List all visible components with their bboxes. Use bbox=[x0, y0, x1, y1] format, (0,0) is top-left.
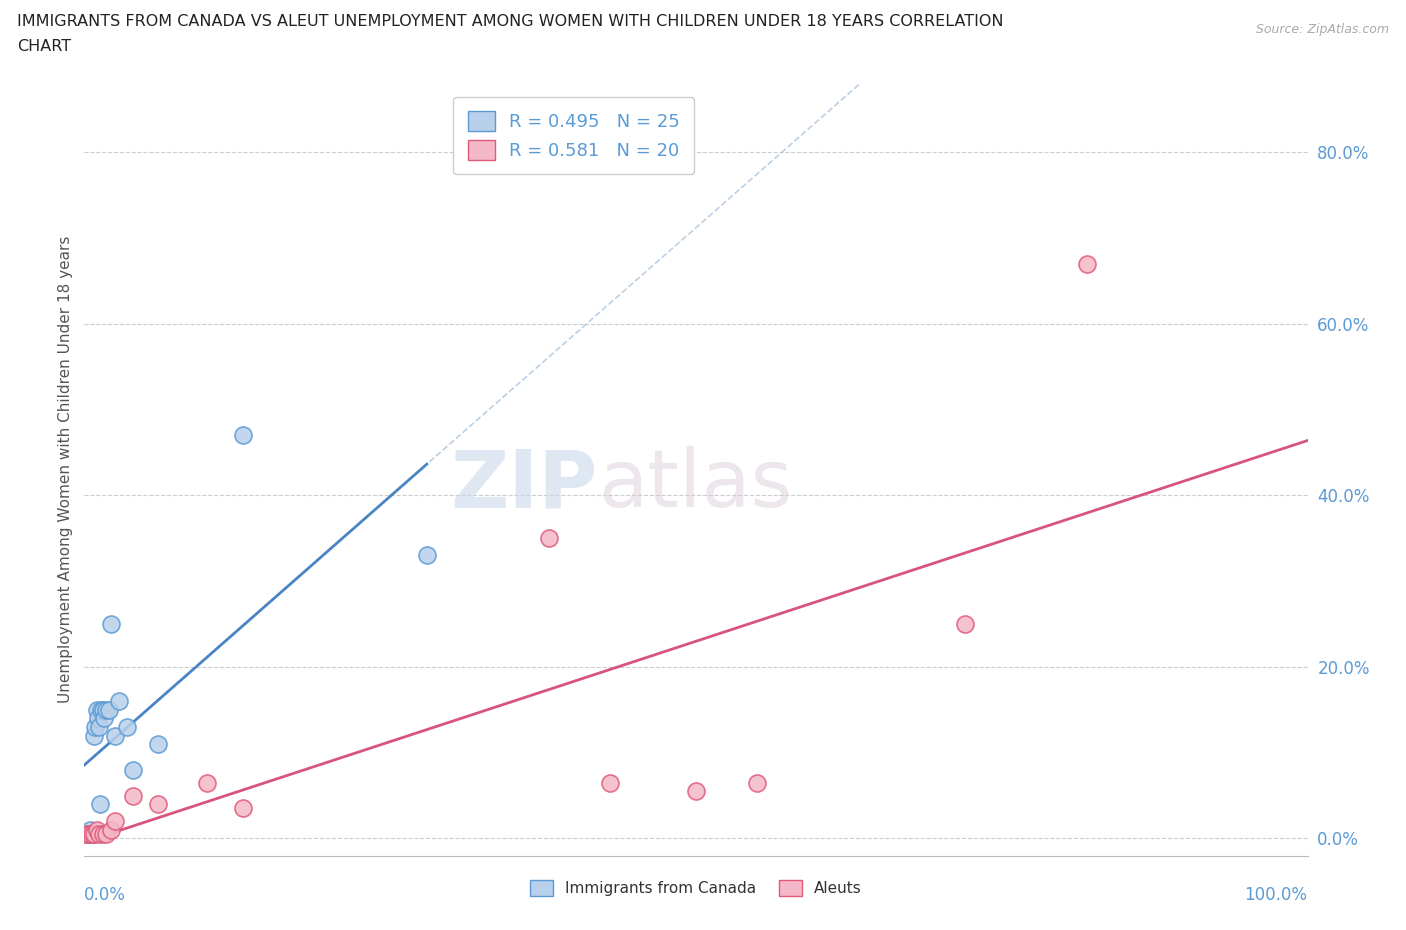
Text: 100.0%: 100.0% bbox=[1244, 886, 1308, 905]
Text: Source: ZipAtlas.com: Source: ZipAtlas.com bbox=[1256, 23, 1389, 36]
Point bbox=[80, 827, 103, 842]
Point bbox=[146, 737, 169, 751]
Point bbox=[146, 797, 169, 812]
Point bbox=[77, 827, 100, 842]
Point bbox=[77, 827, 100, 842]
Point bbox=[93, 711, 115, 725]
Point bbox=[82, 827, 104, 842]
Point bbox=[747, 776, 769, 790]
Point bbox=[685, 784, 707, 799]
Point bbox=[122, 763, 145, 777]
Point bbox=[232, 428, 254, 443]
Point bbox=[599, 776, 621, 790]
Point bbox=[87, 711, 110, 725]
Point bbox=[76, 827, 98, 842]
Point bbox=[416, 548, 439, 563]
Point bbox=[86, 702, 108, 717]
Y-axis label: Unemployment Among Women with Children Under 18 years: Unemployment Among Women with Children U… bbox=[58, 236, 73, 703]
Point bbox=[76, 827, 98, 842]
Point bbox=[538, 531, 561, 546]
Point bbox=[195, 776, 218, 790]
Point bbox=[122, 788, 145, 803]
Point bbox=[96, 827, 118, 842]
Point bbox=[90, 702, 112, 717]
Legend: Immigrants from Canada, Aleuts: Immigrants from Canada, Aleuts bbox=[524, 874, 868, 902]
Text: IMMIGRANTS FROM CANADA VS ALEUT UNEMPLOYMENT AMONG WOMEN WITH CHILDREN UNDER 18 : IMMIGRANTS FROM CANADA VS ALEUT UNEMPLOY… bbox=[17, 14, 1004, 29]
Point bbox=[91, 827, 114, 842]
Point bbox=[83, 827, 105, 842]
Point bbox=[77, 827, 100, 842]
Point bbox=[87, 720, 110, 735]
Point bbox=[104, 728, 127, 743]
Point bbox=[84, 720, 107, 735]
Text: CHART: CHART bbox=[17, 39, 70, 54]
Text: ZIP: ZIP bbox=[451, 446, 598, 525]
Point bbox=[115, 720, 138, 735]
Point bbox=[104, 814, 127, 829]
Point bbox=[89, 797, 111, 812]
Point bbox=[83, 728, 105, 743]
Point bbox=[100, 617, 122, 631]
Point bbox=[97, 702, 120, 717]
Point bbox=[1076, 257, 1098, 272]
Point bbox=[107, 694, 129, 709]
Point bbox=[87, 827, 110, 842]
Point bbox=[80, 827, 103, 842]
Text: 0.0%: 0.0% bbox=[84, 886, 127, 905]
Point bbox=[91, 702, 114, 717]
Point bbox=[953, 617, 976, 631]
Point bbox=[100, 822, 122, 837]
Text: atlas: atlas bbox=[598, 446, 793, 525]
Point bbox=[232, 801, 254, 816]
Point bbox=[96, 702, 118, 717]
Point bbox=[79, 822, 101, 837]
Point bbox=[86, 822, 108, 837]
